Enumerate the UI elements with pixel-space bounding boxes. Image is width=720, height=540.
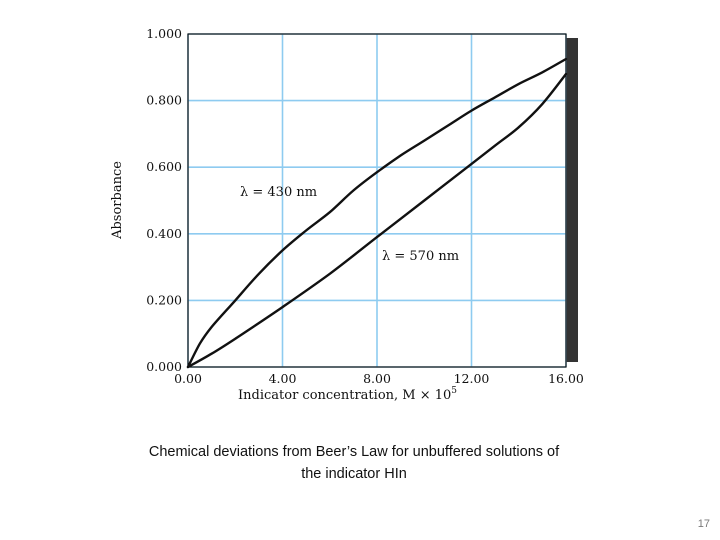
series-430nm-line <box>186 57 568 369</box>
y-tick-label: 0.600 <box>146 159 182 174</box>
plot-frame <box>187 33 567 368</box>
series-label-430nm: λ = 430 nm <box>240 185 317 200</box>
y-tick-label: 0.000 <box>146 359 182 374</box>
caption-line-2: the indicator HIn <box>301 466 407 482</box>
y-tick-label: 0.400 <box>146 226 182 241</box>
figure-caption: Chemical deviations from Beer’s Law for … <box>100 441 608 485</box>
x-tick-label: 4.00 <box>269 371 297 386</box>
y-tick-label: 0.800 <box>146 93 182 108</box>
series-label-570nm: λ = 570 nm <box>382 249 459 264</box>
x-tick-label: 0.00 <box>174 371 202 386</box>
x-tick-label: 12.00 <box>454 371 490 386</box>
series-layer <box>186 57 568 369</box>
tick-labels: 0.00 4.00 8.00 12.00 16.00 0.000 0.200 0.400 0.6… <box>146 26 584 386</box>
series-570nm-line <box>186 72 568 369</box>
x-tick-label: 16.00 <box>548 371 584 386</box>
slide-number: 17 <box>697 518 710 530</box>
y-tick-label: 0.200 <box>146 292 182 307</box>
x-axis-title-text: Indicator concentration, M × 10 <box>238 388 451 403</box>
y-axis-title: Absorbance <box>110 161 125 240</box>
x-tick-label: 8.00 <box>363 371 391 386</box>
caption-line-1: Chemical deviations from Beer’s Law for … <box>148 444 560 460</box>
x-axis-title-exponent: 5 <box>451 386 457 396</box>
x-axis-title: Indicator concentration, M × 105 <box>238 386 457 403</box>
y-tick-label: 1.000 <box>146 26 182 41</box>
